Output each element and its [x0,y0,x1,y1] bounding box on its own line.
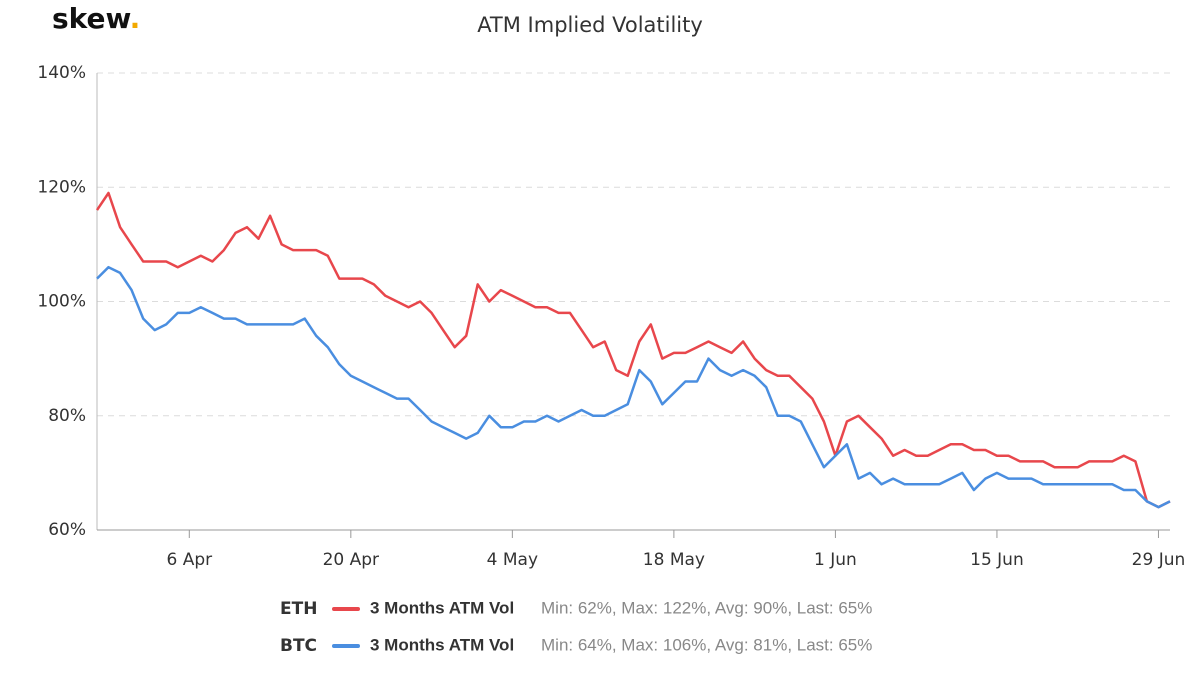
y-tick-label: 80% [48,406,86,426]
x-tick-label: 4 May [487,550,538,570]
logo: skew. [52,2,140,35]
axes: 60% 80% 100% 120% 140% 6 Apr 20 Apr 4 May 18 May… [37,63,1185,570]
legend-name: 3 Months ATM Vol [370,635,514,654]
x-tick-label: 29 Jun [1132,550,1186,570]
chart-title: ATM Implied Volatility [477,13,703,37]
legend: ETH 3 Months ATM Vol Min: 62%, Max: 122%, … [280,598,872,656]
x-tick-label: 6 Apr [166,550,212,570]
legend-stats: Min: 64%, Max: 106%, Avg: 81%, Last: 65% [541,635,872,654]
lines [95,191,1171,509]
legend-label: BTC [280,636,317,656]
legend-label: ETH [280,599,317,619]
y-tick-label: 100% [37,292,86,312]
y-tick-label: 60% [48,520,86,540]
series-line [96,265,1171,509]
grid [97,72,1170,531]
legend-stats: Min: 62%, Max: 122%, Avg: 90%, Last: 65% [541,598,872,617]
y-tick-label: 120% [37,177,86,197]
series-line [95,191,1171,509]
logo-text: skew [52,2,131,35]
legend-name: 3 Months ATM Vol [370,598,514,617]
y-tick-label: 140% [37,63,86,83]
x-tick-label: 20 Apr [323,550,379,570]
logo-dot: . [130,2,141,35]
x-tick-label: 1 Jun [814,550,857,570]
x-tick-label: 15 Jun [970,550,1024,570]
x-tick-label: 18 May [643,550,705,570]
